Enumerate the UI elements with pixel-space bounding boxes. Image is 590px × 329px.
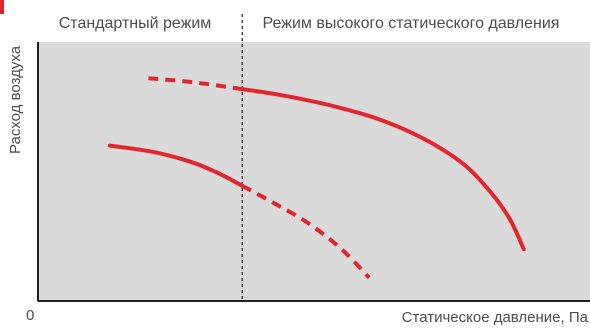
- region-label-high-pressure: Режим высокого статического давления: [263, 15, 560, 32]
- origin-label: 0: [26, 307, 34, 324]
- curves-group: [107, 76, 526, 280]
- region-label-standard: Стандартный режим: [59, 15, 212, 32]
- curve-2-solid-segment: [107, 143, 245, 188]
- plot-area: [38, 42, 590, 301]
- corner-marker: [0, 0, 4, 14]
- y-axis-label: Расход воздуха: [7, 45, 24, 154]
- curve-2-dashed-segment: [241, 183, 371, 280]
- x-axis-label: Статическое давление, Па: [402, 309, 589, 326]
- curve-1-dashed-segment: [148, 76, 243, 92]
- curve-1-solid-segment: [240, 87, 526, 252]
